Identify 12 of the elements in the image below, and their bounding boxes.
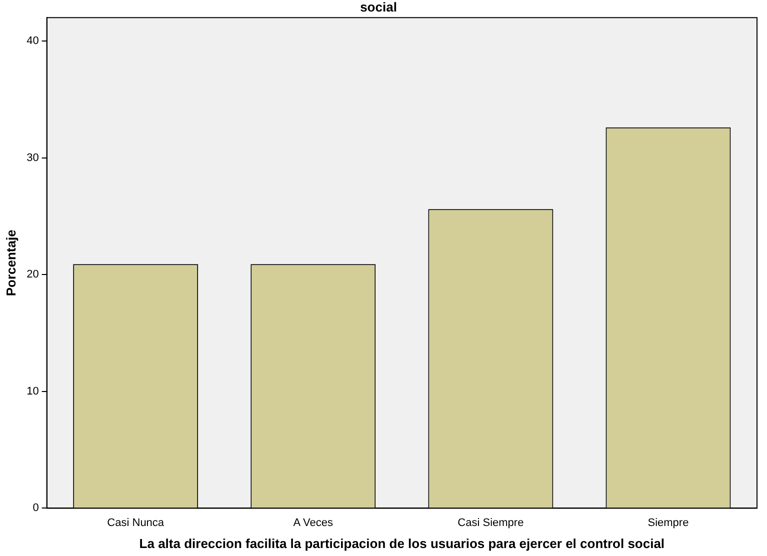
x-tick-label: Casi Nunca: [107, 516, 165, 529]
x-axis-title: La alta direccion facilita la participacion de los usuarios para ejercer el control social: [139, 536, 665, 551]
y-axis-title: Porcentaje: [3, 230, 18, 296]
y-tick-label: 30: [26, 152, 39, 164]
chart-title: social: [360, 0, 397, 14]
y-tick-label: 40: [26, 34, 39, 47]
x-tick-label: Casi Siempre: [458, 516, 524, 529]
x-tick-label: A Veces: [293, 516, 334, 529]
y-tick-label: 0: [32, 502, 39, 514]
x-tick-label: Siempre: [648, 516, 689, 529]
y-tick-label: 20: [26, 268, 39, 281]
y-tick-label: 10: [26, 385, 39, 398]
